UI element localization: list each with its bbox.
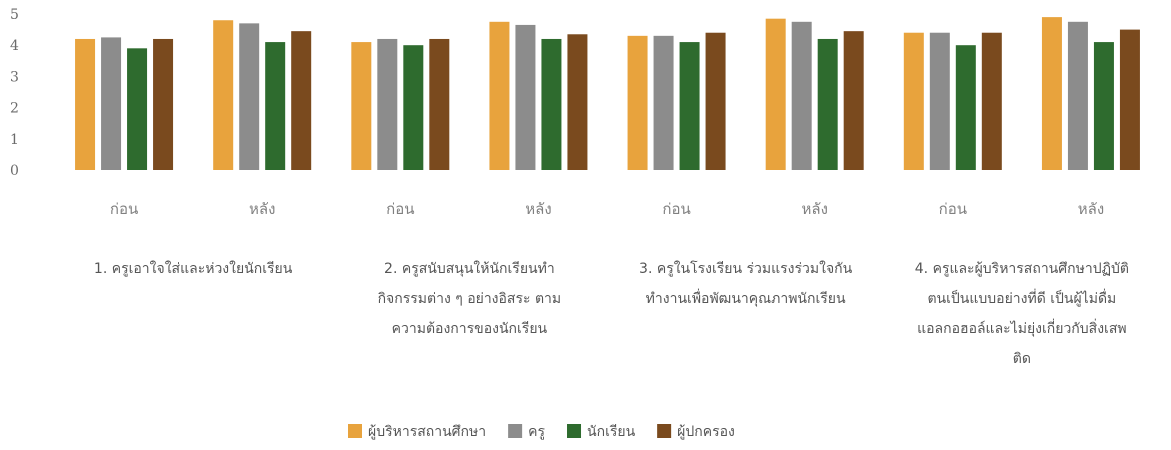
bar <box>1067 21 1088 170</box>
x-tick-label: ก่อน <box>110 200 138 218</box>
legend-label: นักเรียน <box>587 424 636 440</box>
bars <box>75 17 1140 171</box>
group-label-line: 4. ครูและผู้บริหารสถานศึกษาปฏิบัติ <box>915 261 1129 277</box>
legend-label: ผู้บริหารสถานศึกษา <box>368 424 486 440</box>
bar <box>567 34 588 170</box>
bar <box>153 38 174 171</box>
x-tick-label: หลัง <box>249 200 275 218</box>
bar <box>903 32 924 170</box>
bar <box>377 38 398 171</box>
x-tick-label: หลัง <box>525 200 551 218</box>
group-label-line: ตนเป็นแบบอย่างที่ดี เป็นผู้ไม่ดื่ม <box>927 289 1116 307</box>
group-label-line: 3. ครูในโรงเรียน ร่วมแรงร่วมใจกัน <box>639 260 853 277</box>
group-label-line: 2. ครูสนับสนุนให้นักเรียนทำ <box>384 260 555 277</box>
bar <box>75 38 96 171</box>
bar <box>403 45 424 171</box>
legend-swatch <box>657 424 672 438</box>
x-axis-tick-labels: ก่อน หลัง ก่อน หลัง ก่อน หลัง ก่อน หลัง <box>110 200 1104 218</box>
bar <box>653 35 674 171</box>
bar <box>1041 17 1062 171</box>
bar <box>489 21 510 170</box>
group-labels: 1. ครูเอาใจใส่และห่วงใยนักเรียน 2. ครูสนั… <box>94 260 1129 367</box>
group-label-line: ทำงานเพื่อพัฒนาคุณภาพนักเรียน <box>646 289 846 307</box>
legend: ผู้บริหารสถานศึกษา ครู นักเรียน ผู้ปกครอง <box>348 424 735 440</box>
y-tick-label: 3 <box>10 69 19 85</box>
bar <box>239 23 260 170</box>
y-tick-label: 1 <box>10 132 19 148</box>
bar <box>213 20 234 170</box>
legend-label: ครู <box>528 424 545 440</box>
bar <box>265 42 286 170</box>
legend-swatch <box>348 424 362 438</box>
x-tick-label: หลัง <box>1078 200 1104 218</box>
x-tick-label: ก่อน <box>939 200 967 218</box>
bar <box>1093 42 1114 170</box>
group-label-line: ความต้องการของนักเรียน <box>392 321 548 337</box>
y-axis: 0 1 2 3 4 5 <box>10 7 19 179</box>
y-tick-label: 0 <box>10 163 19 179</box>
bar <box>765 18 786 171</box>
bar <box>817 38 838 171</box>
bar <box>291 31 312 170</box>
bar <box>955 45 976 171</box>
x-tick-label: หลัง <box>801 200 827 218</box>
y-tick-label: 5 <box>10 7 19 23</box>
bar <box>705 32 726 170</box>
group-label-line: 1. ครูเอาใจใส่และห่วงใยนักเรียน <box>94 260 293 277</box>
x-tick-label: ก่อน <box>662 200 690 218</box>
bar <box>843 31 864 170</box>
bar <box>679 42 700 170</box>
bar <box>515 24 536 171</box>
bar <box>127 48 148 170</box>
group-label-line: ติด <box>1013 351 1031 367</box>
bar <box>981 32 1002 170</box>
y-tick-label: 4 <box>10 38 19 54</box>
bar <box>101 37 122 171</box>
bar <box>791 21 812 170</box>
legend-swatch <box>508 424 523 438</box>
bar <box>1119 29 1140 170</box>
bar <box>351 42 372 170</box>
group-label-line: กิจกรรมต่าง ๆ อย่างอิสระ ตาม <box>378 291 562 307</box>
legend-label: ผู้ปกครอง <box>677 424 735 440</box>
x-tick-label: ก่อน <box>386 200 414 218</box>
bar <box>429 38 450 171</box>
bar <box>929 32 950 170</box>
group-label-line: แอลกอฮอล์และไม่ยุ่งเกี่ยวกับสิ่งเสพ <box>917 319 1127 337</box>
bar <box>627 35 648 171</box>
legend-swatch <box>567 424 582 438</box>
bar <box>541 38 562 171</box>
y-tick-label: 2 <box>10 101 19 117</box>
